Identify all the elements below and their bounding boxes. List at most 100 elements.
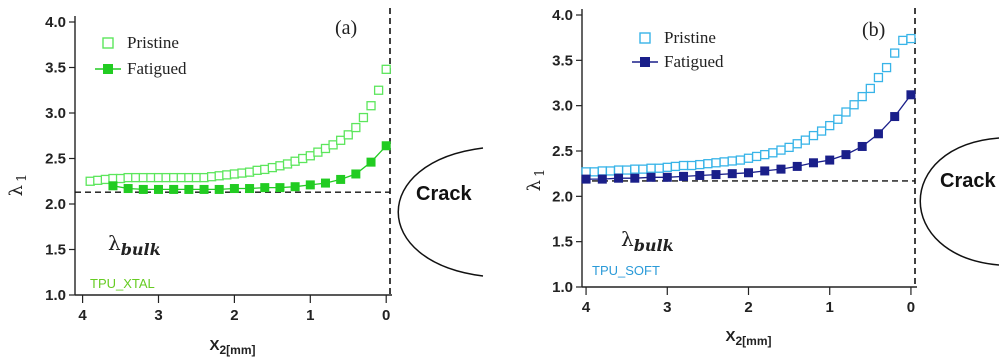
pristine-point: [898, 35, 908, 46]
y-axis-label-main: λ: [6, 185, 27, 196]
pristine-point: [206, 172, 217, 182]
pristine-point: [654, 163, 664, 173]
fatigued-point: [336, 174, 346, 184]
pristine-point: [646, 163, 656, 173]
pristine-point: [695, 159, 705, 170]
x-tick-label: 2: [744, 299, 752, 316]
pristine-point: [857, 91, 867, 102]
fatigued-point: [381, 141, 391, 151]
sample-label: TPU_XTAL: [90, 276, 155, 291]
fatigued-point: [290, 182, 300, 192]
y-tick-label: 2.5: [552, 143, 573, 160]
fatigued-point: [679, 171, 689, 181]
y-axis-label-subscript: 1: [15, 174, 30, 182]
pristine-point: [290, 156, 300, 166]
panel-label: (b): [862, 19, 885, 41]
x-tick-label: 2: [230, 307, 238, 324]
pristine-point: [833, 114, 843, 124]
y-tick-label: 3.5: [45, 60, 66, 77]
fatigued-point: [138, 184, 148, 194]
pristine-point: [630, 164, 640, 174]
fatigued-point: [260, 183, 270, 193]
chart-panel-b: 1.0 1.5 2.0 2.5 3.0 3.5 4.0 4 3 2 1 0 Pristine Fatigu…: [524, 7, 999, 348]
x-tick-label: 4: [582, 299, 591, 316]
y-axis-label-main: λ: [524, 180, 545, 191]
legend-fatigued-label: Fatigued: [664, 52, 724, 71]
x-axis-label: X2[mm]: [209, 337, 255, 357]
pristine-point: [792, 139, 802, 149]
y-tick-label: 1.0: [552, 279, 573, 296]
fatigued-point: [351, 169, 361, 179]
pristine-point: [703, 159, 713, 169]
pristine-point: [123, 172, 133, 183]
pristine-point: [131, 172, 141, 183]
y-axis-label: λ1: [524, 169, 548, 192]
pristine-point: [622, 165, 632, 175]
y-axis-label: λ1: [6, 174, 30, 197]
x-axis-label: X2[mm]: [725, 328, 771, 348]
x-tick-label: 3: [663, 299, 671, 316]
fatigued-point: [305, 180, 315, 190]
bulk-label-symbol: λ: [108, 231, 121, 255]
fatigued-point: [275, 183, 285, 193]
legend-fatigued-label: Fatigued: [127, 59, 187, 78]
x-axis-label-subscript: 2[mm]: [220, 343, 256, 357]
pristine-point: [589, 167, 599, 177]
y-tick-label: 1.5: [45, 242, 66, 259]
pristine-point: [115, 173, 126, 184]
pristine-point: [320, 143, 331, 154]
fatigued-point: [906, 90, 916, 100]
pristine-point: [662, 162, 672, 172]
pristine-point: [760, 149, 770, 160]
legend-pristine-label: Pristine: [664, 28, 716, 47]
crack-label: Crack: [940, 170, 996, 192]
bulk-label-symbol: λ: [621, 227, 634, 251]
crack-label: Crack: [416, 183, 472, 205]
pristine-point: [906, 33, 916, 44]
bulk-label-subscript: bulk: [634, 236, 674, 255]
pristine-point: [237, 168, 247, 178]
pristine-point: [768, 148, 778, 158]
fatigued-point: [614, 173, 624, 183]
pristine-point: [100, 174, 111, 185]
fatigued-point: [825, 155, 835, 165]
fatigued-point: [662, 172, 672, 182]
pristine-point: [343, 130, 353, 140]
pristine-point: [260, 164, 270, 175]
pristine-point: [751, 151, 762, 162]
pristine-point: [153, 172, 164, 183]
fatigued-point: [581, 174, 591, 184]
pristine-point: [351, 122, 361, 133]
legend-pristine-label: Pristine: [127, 33, 179, 52]
pristine-point: [881, 62, 892, 73]
sample-label: TPU_SOFT: [592, 263, 660, 278]
fatigued-point: [245, 184, 255, 194]
fatigued-point: [108, 181, 118, 191]
bulk-label: λbulk: [621, 227, 674, 255]
fatigued-point: [199, 184, 209, 194]
fatigued-point: [890, 112, 900, 122]
pristine-point: [816, 126, 827, 136]
x-tick-label: 4: [78, 307, 87, 324]
legend-fatigued-marker: [103, 64, 113, 74]
pristine-point: [244, 167, 255, 177]
fatigued-point: [169, 184, 179, 194]
pristine-point: [93, 175, 103, 185]
fatigued-point: [597, 174, 607, 184]
pristine-point: [161, 172, 171, 183]
pristine-point: [686, 160, 697, 171]
y-tick-label: 4.0: [45, 14, 66, 31]
pristine-point: [735, 155, 746, 165]
pristine-point: [719, 157, 729, 167]
pristine-point: [214, 171, 224, 181]
y-tick-label: 1.0: [45, 287, 66, 304]
fatigued-point: [214, 184, 224, 194]
pristine-point: [800, 135, 811, 145]
pristine-point: [597, 166, 607, 176]
pristine-point: [275, 161, 285, 171]
chart-panel-a: 1.0 1.5 2.0 2.5 3.0 3.5 4.0 4 3 2 1 0 Pristine Fatigu…: [6, 8, 484, 357]
pristine-point: [358, 112, 369, 123]
pristine-point: [841, 107, 851, 117]
bulk-label: λbulk: [108, 231, 161, 259]
